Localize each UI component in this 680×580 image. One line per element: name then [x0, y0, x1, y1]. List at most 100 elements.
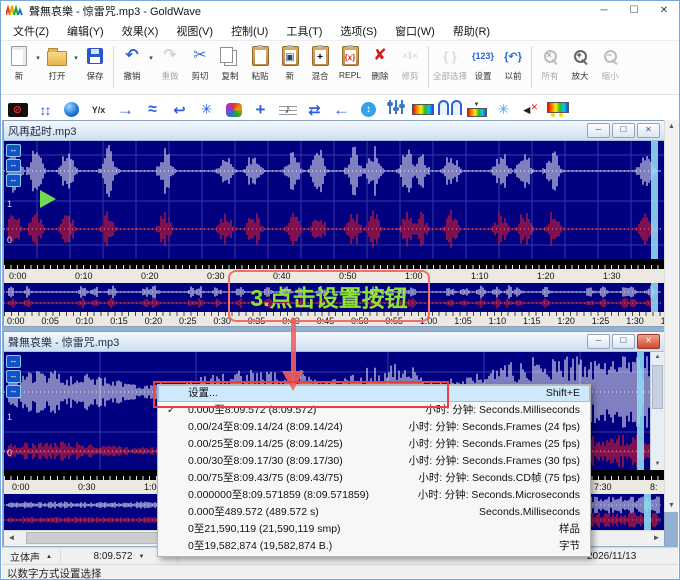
save-floppy-button[interactable]: 保存 [80, 44, 110, 82]
maximize-button[interactable] [619, 1, 649, 21]
smoother-icon[interactable]: ✳ [497, 101, 510, 117]
child-close-button[interactable] [637, 123, 660, 138]
vertical-scrollbar[interactable] [650, 352, 664, 470]
context-menu-item-5[interactable]: 0.00/75至8:09.43/75 (8:09.43/75) 小时: 分钟: S… [158, 470, 590, 487]
scroll-down-icon[interactable] [651, 459, 664, 470]
child-minimize-button[interactable] [587, 334, 610, 349]
workspace-vertical-scrollbar[interactable]: ▲ ▼ [664, 120, 678, 512]
mechanize-icon[interactable]: ✳ [200, 101, 213, 117]
context-menu-item-0[interactable]: 设置... Shift+E [158, 385, 590, 402]
menu-7[interactable]: 窗口(W) [395, 25, 435, 38]
time-label: 1:35 [661, 316, 664, 326]
playback-marker-icon[interactable] [40, 190, 56, 208]
child-close-button[interactable] [637, 334, 660, 349]
child-restore-button[interactable] [612, 334, 635, 349]
mixer-icon[interactable]: Y/x [91, 104, 106, 115]
sound-window-2-title: 聲無哀樂 - 惊雷咒.mp3 [8, 336, 120, 349]
marker-icon[interactable]: ↔ [6, 355, 21, 368]
previous-selection-button[interactable]: {↶} 以前 [498, 44, 528, 82]
sound-window-2-titlebar[interactable]: 聲無哀樂 - 惊雷咒.mp3 [4, 332, 664, 352]
spectrum-icon[interactable] [544, 97, 571, 123]
scroll-up-icon[interactable]: ▲ [668, 123, 675, 130]
time-label: 0:30 [213, 316, 231, 326]
menu-2[interactable]: 效果(X) [121, 25, 159, 38]
paste-new-button[interactable]: ▣ 新 [275, 44, 305, 82]
child-restore-button[interactable] [612, 123, 635, 138]
dropdown-caret-icon[interactable] [34, 54, 42, 62]
zoom-in-button[interactable]: + 放大 [565, 44, 595, 82]
context-menu-item-3[interactable]: 0.00/25至8:09.14/25 (8:09.14/25) 小时: 分钟: S… [158, 436, 590, 453]
time-label: 1:30 [603, 271, 621, 281]
replace-button[interactable]: {x} REPL [335, 44, 365, 80]
marker-icon[interactable]: ↔ [6, 144, 21, 157]
spectrum-filter-icon[interactable]: ▼ [463, 97, 490, 123]
scroll-right-icon[interactable] [649, 531, 664, 545]
dropdown-caret-icon[interactable] [147, 54, 155, 62]
copy-button[interactable]: 复制 [215, 44, 245, 82]
menu-1[interactable]: 编辑(Y) [67, 25, 104, 38]
close-button[interactable] [649, 1, 679, 21]
marker-icon[interactable]: ↔ [6, 370, 21, 383]
time-warp-icon[interactable]: ⇄ [308, 101, 321, 119]
reverse-icon[interactable]: ↩ [173, 101, 186, 119]
menu-3[interactable]: 视图(V) [176, 25, 214, 38]
time-label: 0:15 [110, 316, 128, 326]
menu-item-label: 0.00/24至8:09.14/24 (8:09.14/24) [188, 421, 343, 433]
pitch-note-icon[interactable]: ♪ [274, 97, 301, 123]
marker-icon[interactable]: ↔ [6, 159, 21, 172]
flip-icon[interactable]: ← [333, 99, 350, 119]
volume-icon[interactable]: ↕ [355, 97, 382, 123]
time-label: 0:25 [179, 316, 197, 326]
context-menu-item-2[interactable]: 0.00/24至8:09.14/24 (8:09.14/24) 小时: 分钟: S… [158, 419, 590, 436]
shape-icon[interactable] [220, 97, 247, 123]
doppler-icon[interactable]: ≈ [148, 100, 157, 118]
dropdown-caret-icon[interactable] [72, 54, 80, 62]
menu-6[interactable]: 选项(S) [340, 25, 378, 38]
delete-button[interactable]: ✘ 删除 [365, 44, 395, 82]
context-menu-item-6[interactable]: 0.000000至8:09.571859 (8:09.571859) 小时: 分钟… [158, 487, 590, 504]
cue-markers-2[interactable]: ↔ ↔ ↔ [6, 355, 21, 398]
scroll-up-icon[interactable] [651, 352, 664, 363]
context-menu-item-8[interactable]: 0至21,590,119 (21,590,119 smp) 样品 [158, 521, 590, 538]
waveform-view-1[interactable]: ↔ ↔ ↔ 1 0 [4, 141, 664, 259]
marker-icon[interactable]: ↔ [6, 385, 21, 398]
new-file-button[interactable]: 新 [4, 44, 34, 82]
pitch-icon[interactable] [58, 97, 85, 123]
toolbar-button-label: 设置 [474, 71, 492, 81]
interpolate-icon[interactable]: + [255, 99, 266, 119]
set-selection-button[interactable]: {123} 设置 [468, 44, 498, 82]
paste-button[interactable]: 粘贴 [245, 44, 275, 82]
channel-mode-selector[interactable]: 立体声 [2, 548, 61, 565]
undo-button[interactable]: ↶ 撤销 [117, 44, 147, 82]
device-controls-icon[interactable]: ⊘ [4, 97, 31, 123]
offset-icon[interactable]: → [117, 99, 134, 119]
equalizer-icon[interactable] [382, 97, 409, 123]
scroll-down-icon[interactable]: ▼ [668, 502, 675, 509]
context-menu-item-4[interactable]: 0.00/30至8:09.17/30 (8:09.17/30) 小时: 分钟: S… [158, 453, 590, 470]
child-minimize-button[interactable] [587, 123, 610, 138]
time-label: 1:10 [471, 271, 489, 281]
menu-0[interactable]: 文件(Z) [13, 25, 50, 38]
menu-4[interactable]: 控制(U) [231, 25, 269, 38]
spectrum-bar-icon[interactable] [409, 97, 436, 123]
mix-button[interactable]: + 混合 [305, 44, 335, 82]
context-menu-item-9[interactable]: 0至19,582,874 (19,582,874 B.) 字节 [158, 538, 590, 555]
title-bar[interactable]: 聲無哀樂 - 惊雷咒.mp3 - GoldWave [1, 1, 679, 21]
cut-button[interactable]: ✂ 剪切 [185, 44, 215, 82]
adjust-channels-icon[interactable]: ↕↕ [39, 101, 52, 118]
cue-markers-1[interactable]: ↔ ↔ ↔ [6, 144, 21, 187]
scrollbar-thumb[interactable] [652, 365, 663, 409]
overview-strip-1[interactable] [4, 283, 664, 312]
minimize-button[interactable] [589, 1, 619, 21]
sound-window-1-titlebar[interactable]: 风再起时.mp3 [4, 121, 664, 141]
time-label: 0:20 [141, 271, 159, 281]
menu-5[interactable]: 工具(T) [286, 25, 323, 38]
scroll-left-icon[interactable] [4, 531, 19, 545]
menu-8[interactable]: 帮助(R) [452, 25, 491, 38]
noise-gate-icon[interactable]: ◄✕ [520, 101, 539, 117]
gate-icon[interactable] [436, 97, 463, 123]
context-menu-item-7[interactable]: 0.000至489.572 (489.572 s) Seconds.Millise… [158, 504, 590, 521]
open-folder-button[interactable]: 打开 [42, 44, 72, 82]
marker-icon[interactable]: ↔ [6, 174, 21, 187]
